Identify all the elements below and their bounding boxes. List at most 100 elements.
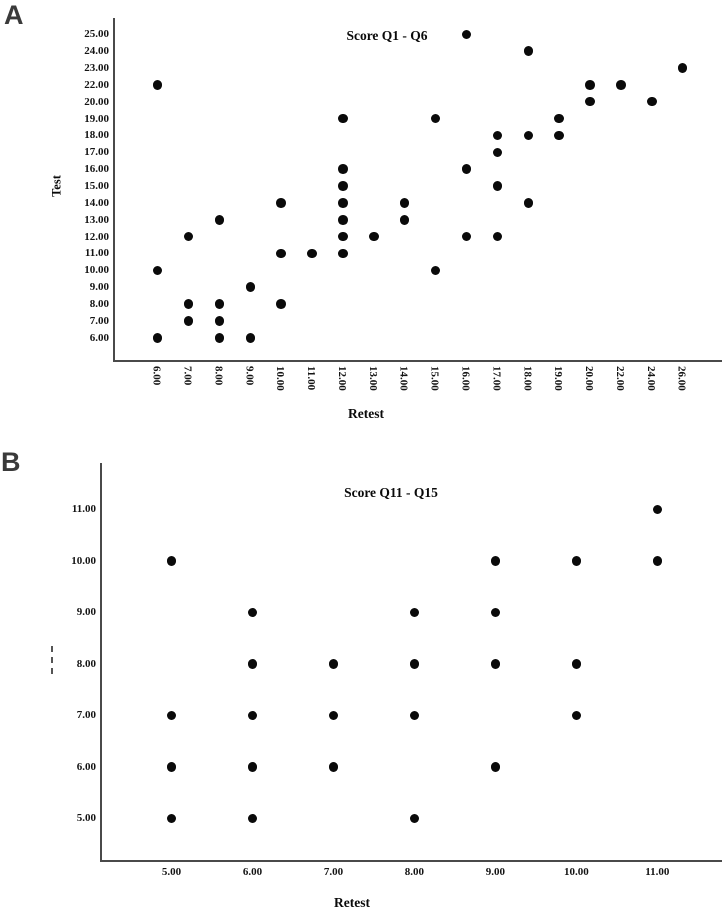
- data-point: [554, 130, 564, 141]
- y-tick-label: 11.00: [84, 247, 109, 260]
- y-tick-label: 24.00: [84, 45, 109, 58]
- y-tick-label: 11.00: [71, 503, 96, 516]
- data-point: [461, 29, 472, 40]
- data-point: [338, 181, 348, 191]
- data-point: [652, 504, 663, 515]
- data-point: [166, 710, 177, 721]
- y-tick-label: 12.00: [84, 230, 109, 243]
- panel-a-label: A: [4, 0, 24, 30]
- x-tick-label: 8.00: [212, 366, 225, 386]
- y-tick-label: 9.00: [76, 606, 96, 619]
- data-point: [307, 248, 317, 259]
- data-point: [492, 147, 503, 158]
- data-point: [276, 299, 286, 309]
- y-tick-label: 16.00: [84, 163, 109, 176]
- x-tick-label: 20.00: [583, 366, 596, 391]
- x-tick-label: 6.00: [150, 366, 163, 386]
- data-point: [490, 556, 501, 566]
- chart-a-title: Score Q1 - Q6: [346, 28, 428, 43]
- data-point: [338, 164, 348, 174]
- data-point: [214, 215, 225, 225]
- data-point: [490, 762, 501, 772]
- x-tick-label: 17.00: [490, 366, 503, 391]
- data-point: [492, 181, 503, 191]
- data-point: [647, 96, 657, 107]
- data-point: [247, 710, 258, 721]
- x-tick-label: 18.00: [521, 366, 534, 391]
- y-tick-label: 22.00: [84, 78, 109, 91]
- data-point: [571, 659, 582, 669]
- data-point: [461, 164, 472, 174]
- x-tick-label: 11.00: [645, 866, 670, 878]
- data-point: [490, 659, 501, 669]
- data-point: [247, 813, 258, 824]
- y-tick-label: 17.00: [84, 146, 109, 159]
- data-point: [369, 231, 379, 242]
- data-point: [585, 96, 595, 107]
- chart-a-x-axis-title: Retest: [348, 406, 384, 421]
- data-point: [247, 762, 258, 772]
- x-tick-label: 10.00: [274, 366, 287, 391]
- panel-b-label: B: [1, 447, 21, 477]
- x-tick-label: 26.00: [675, 366, 688, 391]
- x-tick-label: 9.00: [243, 366, 256, 386]
- data-point: [166, 556, 177, 566]
- data-point: [554, 113, 564, 124]
- chart-b-x-axis-title: Retest: [334, 895, 370, 910]
- y-tick-label: 10.00: [71, 554, 96, 567]
- data-point: [399, 215, 410, 225]
- y-tick-label: 23.00: [84, 62, 109, 75]
- chart-b-title: Score Q11 - Q15: [344, 485, 438, 500]
- data-point: [276, 248, 286, 259]
- y-tick-label: 25.00: [84, 28, 109, 41]
- data-point: [490, 607, 501, 618]
- x-tick-label: 22.00: [613, 366, 626, 391]
- data-point: [245, 282, 256, 292]
- data-point: [409, 607, 420, 618]
- y-tick-label: 18.00: [84, 129, 109, 142]
- data-point: [214, 299, 225, 309]
- data-point: [461, 231, 472, 242]
- data-point: [409, 813, 420, 824]
- data-point: [677, 63, 688, 73]
- data-point: [652, 556, 663, 566]
- x-tick-label: 19.00: [552, 366, 565, 391]
- x-tick-label: 8.00: [404, 866, 425, 878]
- y-tick-label: 13.00: [84, 213, 109, 226]
- y-tick-label: 9.00: [89, 281, 109, 294]
- data-point: [338, 248, 348, 259]
- x-tick-label: 9.00: [485, 866, 505, 878]
- data-point: [214, 316, 225, 326]
- data-point: [338, 231, 348, 242]
- data-point: [338, 198, 348, 208]
- data-point: [152, 265, 163, 276]
- x-tick-label: 7.00: [323, 866, 344, 878]
- data-point: [409, 659, 420, 669]
- x-tick-label: 16.00: [459, 366, 472, 391]
- y-tick-label: 8.00: [89, 298, 109, 311]
- y-tick-label: 8.00: [76, 657, 96, 670]
- data-point: [338, 215, 348, 225]
- data-point: [523, 46, 533, 56]
- x-tick-label: 10.00: [563, 866, 589, 878]
- x-tick-label: 11.00: [305, 366, 318, 391]
- x-tick-label: 12.00: [335, 366, 348, 391]
- data-point: [523, 198, 533, 208]
- x-tick-label: 7.00: [181, 366, 194, 386]
- data-point: [430, 265, 441, 276]
- x-tick-label: 24.00: [644, 366, 657, 391]
- data-point: [152, 333, 163, 343]
- data-point: [166, 762, 177, 772]
- x-tick-label: 14.00: [397, 366, 410, 391]
- y-tick-label: 6.00: [89, 331, 109, 344]
- y-tick-label: 7.00: [76, 709, 96, 722]
- data-point: [166, 813, 177, 824]
- data-point: [183, 231, 194, 242]
- data-point: [276, 198, 286, 208]
- data-point: [183, 299, 194, 309]
- data-point: [616, 80, 626, 90]
- chart-b-y-axis-line: [100, 463, 102, 861]
- x-tick-label: 13.00: [366, 366, 379, 391]
